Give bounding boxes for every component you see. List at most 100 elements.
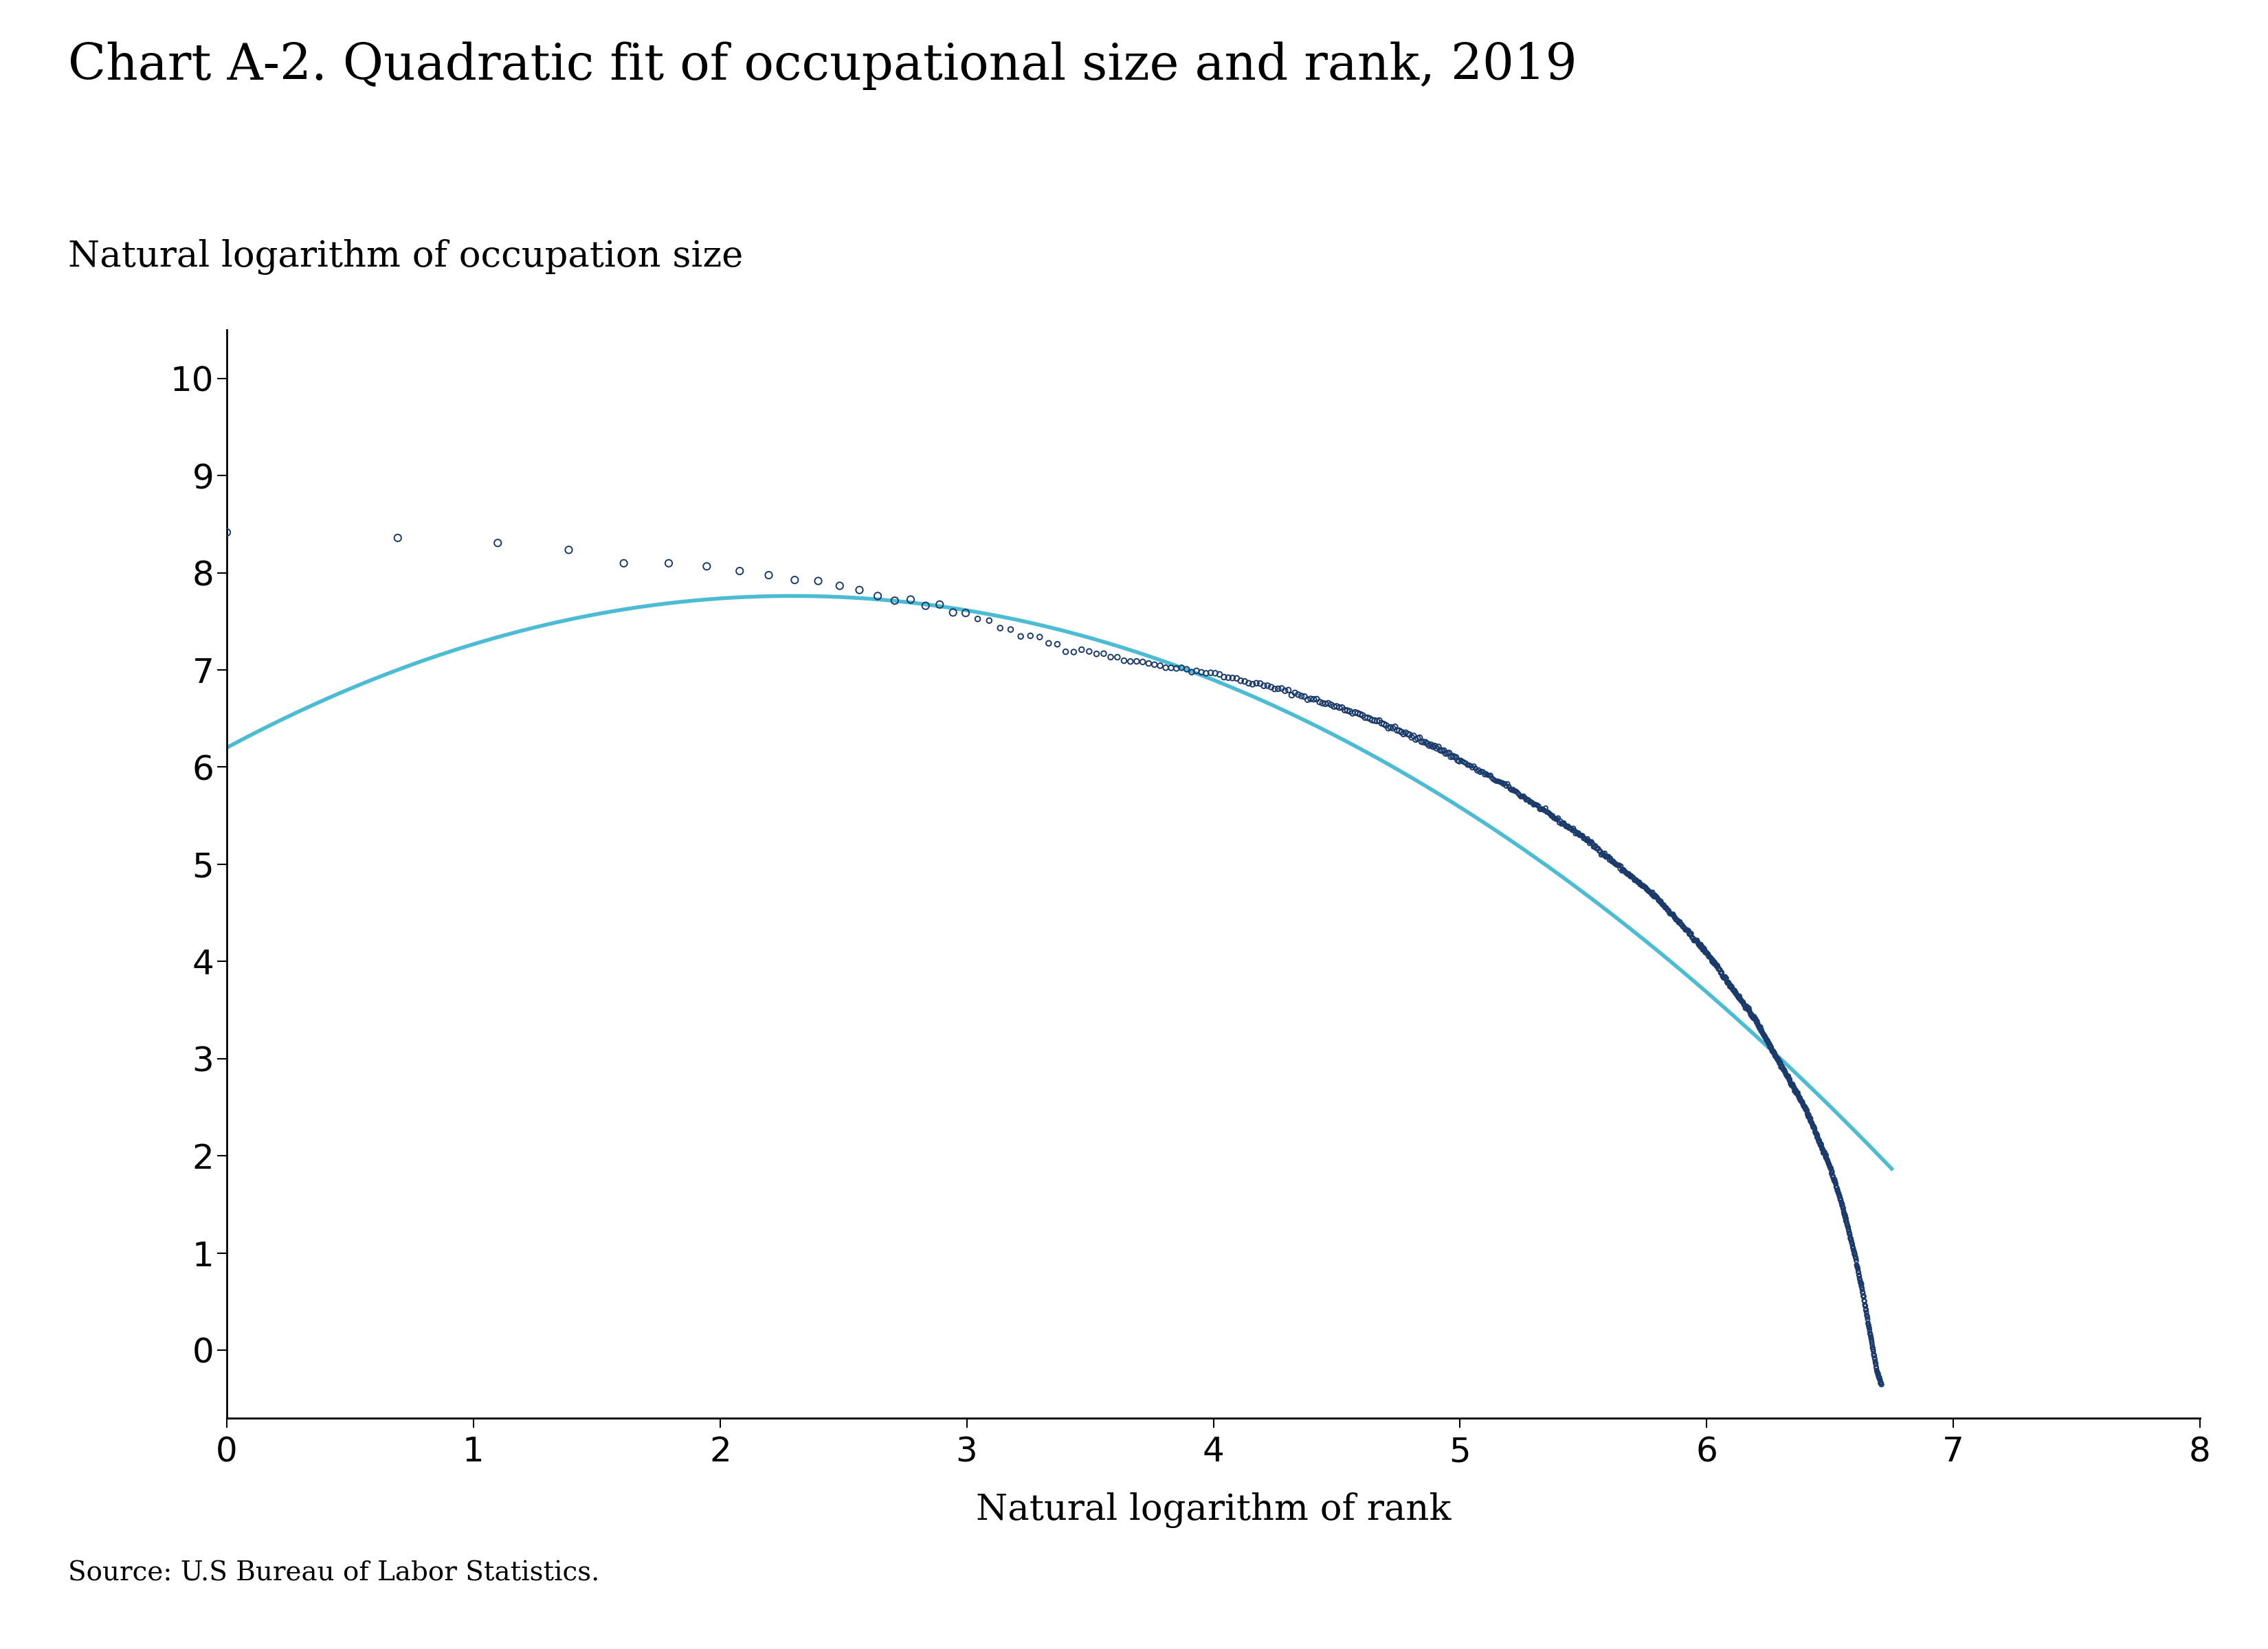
Point [1626,874,1662,900]
Point [1787,1095,1823,1121]
Point [1751,1034,1787,1060]
Point [1628,874,1665,900]
Point [1751,1031,1787,1057]
Point [1483,770,1520,796]
Point [1490,773,1526,800]
Point [1261,676,1297,702]
Point [1799,1121,1835,1148]
Point [1839,1255,1876,1281]
Point [1783,1088,1819,1115]
Point [1805,1138,1842,1164]
Point [1785,1092,1821,1118]
Point [1538,805,1574,831]
Point [1753,1034,1789,1060]
Point [1354,707,1390,734]
Point [1381,717,1418,744]
Point [1789,1102,1826,1128]
Point [1767,1059,1803,1085]
Point [1765,1055,1801,1082]
Point [1828,1202,1864,1229]
Point [1842,1263,1878,1290]
Point [1508,787,1545,813]
Point [1855,1342,1892,1369]
Point [1379,717,1415,744]
Point [1751,1031,1787,1057]
Point [1064,637,1100,663]
Point [1774,1072,1810,1098]
Point [1839,1257,1876,1283]
Point [1801,1128,1837,1154]
Point [1740,1008,1776,1034]
Point [1746,1022,1783,1049]
Point [1799,1121,1835,1148]
Point [1803,1133,1839,1159]
Point [1712,973,1749,999]
Point [1322,694,1359,721]
Point [1862,1365,1898,1392]
Point [1572,829,1608,856]
Point [1794,1110,1830,1136]
Point [1837,1242,1873,1268]
Point [1431,740,1467,767]
Point [1740,1012,1776,1039]
Point [1810,1151,1846,1177]
Point [1622,871,1658,897]
Point [1810,1151,1846,1177]
Point [1862,1370,1898,1397]
Point [1433,742,1470,768]
Point [1111,648,1148,674]
Point [1833,1222,1869,1248]
Point [1440,747,1476,773]
Point [1173,660,1209,686]
Point [1737,1004,1774,1031]
Point [1545,810,1581,836]
Point [1835,1230,1871,1257]
Point [1640,884,1676,910]
Point [1842,1261,1878,1288]
Point [1520,792,1556,818]
Point [1819,1177,1855,1204]
Point [1427,740,1463,767]
Point [1851,1318,1887,1344]
Point [1769,1064,1805,1090]
Point [1769,1062,1805,1088]
Point [1277,679,1313,706]
Point [1624,871,1660,897]
Point [1349,704,1386,731]
Point [1839,1253,1876,1280]
Point [1393,724,1429,750]
Point [1753,1037,1789,1064]
Point [1848,1303,1885,1329]
Point [1685,937,1721,963]
Point [1427,737,1463,763]
Point [1789,1097,1826,1123]
Point [1710,970,1746,996]
Point [1452,752,1488,778]
Point [1311,689,1347,716]
Point [1676,927,1712,953]
Point [1823,1187,1860,1214]
Point [1717,978,1753,1004]
Point [921,592,957,618]
Point [1749,1027,1785,1054]
Point [1853,1331,1889,1357]
Point [1152,655,1188,681]
Point [1846,1293,1882,1319]
Point [1474,765,1510,792]
Point [1560,821,1597,848]
Point [1730,994,1767,1021]
Point [1352,706,1388,732]
Point [1796,1115,1833,1141]
Point [1839,1258,1876,1285]
Point [1524,796,1560,823]
Point [1701,956,1737,983]
Point [1826,1199,1862,1225]
Point [1424,737,1461,763]
Point [1647,894,1683,920]
Point [1572,829,1608,856]
Point [1649,894,1685,920]
Point [1449,752,1486,778]
Point [1812,1156,1848,1182]
Point [1776,1073,1812,1100]
Point [1390,721,1427,747]
